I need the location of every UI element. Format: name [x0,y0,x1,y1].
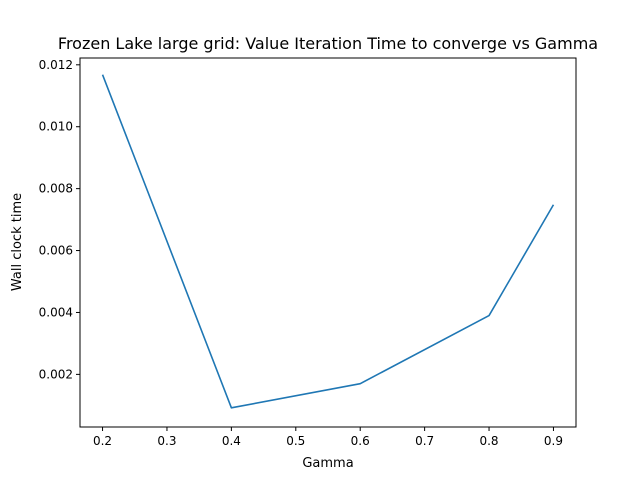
series-layer [101,74,555,409]
x-axis-ticks: 0.2 0.3 0.4 0.5 0.6 0.7 0.8 0.9 [93,427,563,448]
y-tick-label: 0.006 [39,244,73,258]
y-tick-label: 0.010 [39,120,73,134]
y-tick-label: 0.012 [39,58,73,72]
plot-area-frame [79,57,577,428]
x-tick-label: 0.6 [351,434,370,448]
x-tick-label: 0.2 [93,434,112,448]
y-tick-label: 0.004 [39,305,73,319]
x-tick-label: 0.9 [544,434,563,448]
x-tick-label: 0.8 [479,434,498,448]
y-axis-ticks: 0.002 0.004 0.006 0.008 0.010 0.012 [39,58,80,381]
x-tick-label: 0.3 [157,434,176,448]
y-tick-label: 0.002 [39,367,73,381]
x-axis-label: Gamma [302,456,353,471]
x-tick-label: 0.4 [222,434,241,448]
chart-title: Frozen Lake large grid: Value Iteration … [58,34,598,53]
y-tick-label: 0.008 [39,182,73,196]
x-tick-label: 0.7 [415,434,434,448]
x-tick-label: 0.5 [286,434,305,448]
y-axis-label: Wall clock time [10,193,25,291]
series-line [101,74,555,409]
